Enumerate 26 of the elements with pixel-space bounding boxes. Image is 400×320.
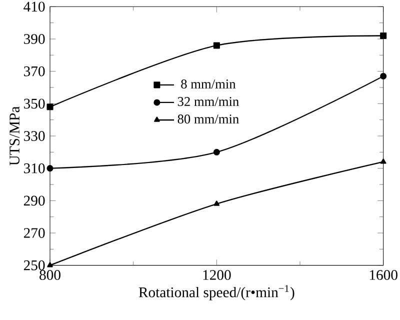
y-tick-label: 290 [24,196,45,206]
point [46,104,54,110]
legend-label: 80 mm/min [178,114,239,124]
point [214,200,220,206]
point [47,262,53,268]
y-tick-label: 270 [24,228,45,238]
y-axis-title: UTS/MPa [10,106,20,166]
y-tick-label: 390 [24,34,45,44]
y-tick-label: 310 [24,163,45,174]
legend-label: 8 mm/min [181,80,236,89]
y-tick-label: 370 [24,66,45,76]
y-tick-label: 410 [24,2,45,12]
point [380,32,387,40]
legend-label: 32 mm/min [178,97,239,106]
y-tick-label: 250 [24,260,45,270]
point [380,72,387,80]
x-axis-title: Rotational speed/(r•min$^{−1}$) [138,285,294,300]
point [213,42,220,49]
point [46,165,54,172]
x-tick-label: 800 [40,270,60,280]
point [380,158,386,164]
y-tick-label: 350 [24,98,45,109]
x-tick-label: 1200 [203,270,231,280]
y-tick-label: 330 [24,131,45,141]
x-tick-label: 1600 [370,270,398,280]
point [213,148,220,156]
